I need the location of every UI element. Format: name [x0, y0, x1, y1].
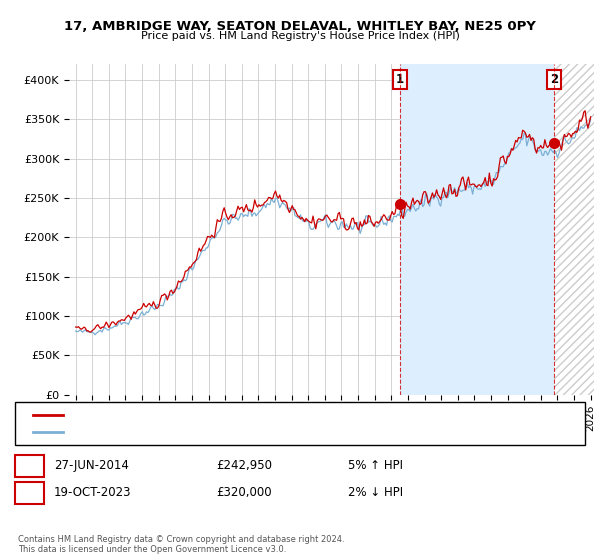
Text: 1: 1 [25, 459, 34, 473]
Text: 17, AMBRIDGE WAY, SEATON DELAVAL, WHITLEY BAY, NE25 0PY: 17, AMBRIDGE WAY, SEATON DELAVAL, WHITLE… [64, 20, 536, 32]
Text: 2: 2 [550, 73, 558, 86]
Text: Price paid vs. HM Land Registry's House Price Index (HPI): Price paid vs. HM Land Registry's House … [140, 31, 460, 41]
Text: 5% ↑ HPI: 5% ↑ HPI [348, 459, 403, 473]
Bar [554, 64, 594, 395]
Text: 2% ↓ HPI: 2% ↓ HPI [348, 486, 403, 500]
Bar [554, 64, 594, 395]
Text: Contains HM Land Registry data © Crown copyright and database right 2024.
This d: Contains HM Land Registry data © Crown c… [18, 535, 344, 554]
Text: 27-JUN-2014: 27-JUN-2014 [54, 459, 129, 473]
Text: 17, AMBRIDGE WAY, SEATON DELAVAL, WHITLEY BAY, NE25 0PY (detached house): 17, AMBRIDGE WAY, SEATON DELAVAL, WHITLE… [69, 410, 494, 420]
Text: £320,000: £320,000 [216, 486, 272, 500]
Text: £242,950: £242,950 [216, 459, 272, 473]
Text: 2: 2 [25, 486, 34, 500]
Bar [400, 64, 554, 395]
Text: HPI: Average price, detached house, Northumberland: HPI: Average price, detached house, Nort… [69, 427, 348, 437]
Text: 1: 1 [395, 73, 404, 86]
Text: 19-OCT-2023: 19-OCT-2023 [54, 486, 131, 500]
